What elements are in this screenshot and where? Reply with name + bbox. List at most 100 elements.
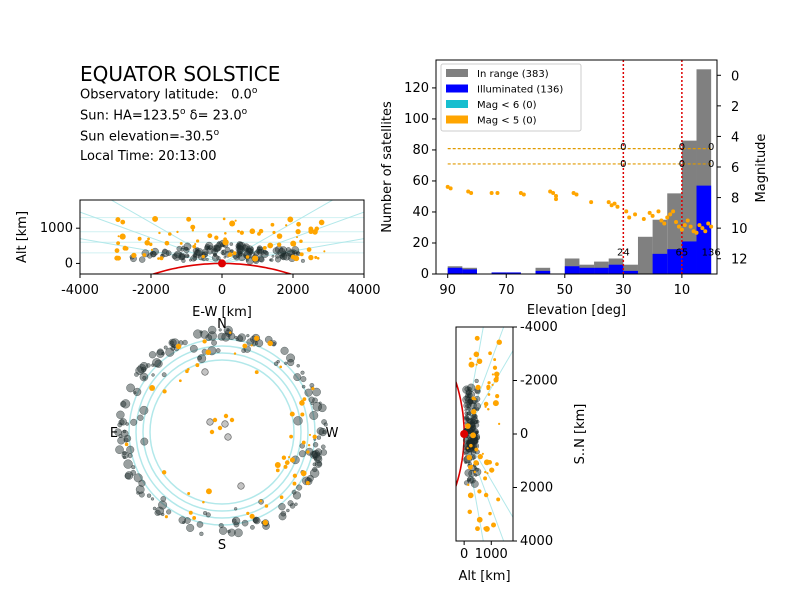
sky-satellite-point <box>154 359 163 368</box>
count-annotation: 65 <box>676 247 689 258</box>
sky-illuminated-point <box>124 442 129 447</box>
sky-illuminated-point <box>300 412 305 417</box>
ew-satellite-point <box>151 247 159 256</box>
sky-satellite-point <box>118 419 125 426</box>
sky-satellite-point <box>165 347 175 357</box>
ew-ytick-label: 1000 <box>40 221 73 236</box>
legend-entry: In range (383) <box>477 69 549 80</box>
magnitude-point <box>709 224 714 229</box>
ew-ylabel: Alt [km] <box>15 211 30 263</box>
ew-satellite-point <box>213 243 222 252</box>
sn-illuminated-point <box>468 465 473 470</box>
ew-illuminated-point <box>232 251 237 256</box>
sky-illuminated-point <box>249 513 255 519</box>
sky-satellite-point <box>318 401 322 405</box>
sn-illuminated-point <box>486 472 489 475</box>
sn-illuminated-point <box>495 462 499 466</box>
sky-satellite-point <box>312 401 323 412</box>
sn-illuminated-point <box>495 394 500 399</box>
sn-satellite-point <box>467 398 474 405</box>
ew-illuminated-point <box>214 235 219 240</box>
magnitude-point <box>554 194 559 199</box>
legend-entry: Illuminated (136) <box>477 85 563 96</box>
sn-satellite-point <box>466 411 472 416</box>
ew-satellite-point <box>171 253 178 260</box>
ew-satellite-point <box>279 252 288 261</box>
sky-satellite-point <box>218 522 224 529</box>
sky-satellite-point <box>156 349 165 358</box>
sn-illuminated-point <box>474 335 480 341</box>
sky-satellite-point <box>224 433 232 441</box>
sky-satellite-point <box>124 472 132 480</box>
count-annotation: 0 <box>679 142 685 153</box>
ew-illuminated-point <box>201 254 205 259</box>
ew-guide-line <box>221 211 364 264</box>
histogram-ytick-label: 80 <box>412 143 429 158</box>
sn-satellite-point <box>475 419 480 424</box>
histogram-xtick-label: 30 <box>615 283 632 298</box>
illuminated-bar <box>506 272 521 274</box>
histogram-ytick-label: 20 <box>412 236 429 251</box>
ew-illuminated-point <box>159 256 164 261</box>
magnitude-point <box>495 190 500 195</box>
sky-illuminated-point <box>149 385 156 391</box>
ew-ytick-label: 0 <box>65 256 73 271</box>
sky-satellite-point <box>133 473 143 483</box>
sky-illuminated-point <box>254 370 259 375</box>
ew-illuminated-point <box>137 236 142 241</box>
sn-illuminated-point <box>476 358 483 365</box>
sky-satellite-point <box>141 366 147 373</box>
sun-position: Sun: HA=123.5o δ= 23.0o <box>80 107 248 124</box>
sky-satellite-point <box>161 372 167 378</box>
sky-illuminated-point <box>289 457 295 463</box>
magnitude-tick-label: 12 <box>731 253 748 268</box>
sky-satellite-point <box>221 420 229 428</box>
sky-satellite-point <box>312 442 319 448</box>
magnitude-point <box>627 215 632 220</box>
magnitude-point <box>706 221 711 226</box>
sn-illuminated-point <box>484 470 487 474</box>
sky-illuminated-point <box>202 500 205 504</box>
ew-illuminated-point <box>249 228 256 235</box>
ew-illuminated-point <box>272 230 276 235</box>
magnitude-point <box>448 186 453 191</box>
sky-satellite-point <box>226 328 230 332</box>
sn-satellite-point <box>470 413 478 421</box>
sn-illuminated-point <box>493 377 499 383</box>
sky-illuminated-point <box>178 379 182 383</box>
illuminated-bar <box>564 266 580 274</box>
magnitude-point <box>685 218 690 223</box>
ew-illuminated-point <box>262 245 267 250</box>
sky-satellite-point <box>323 422 328 427</box>
east-label: E <box>110 426 118 441</box>
ew-illuminated-point <box>299 252 304 257</box>
sky-satellite-point <box>139 372 149 382</box>
count-annotation: 0 <box>708 159 714 170</box>
sn-illuminated-point <box>466 447 469 450</box>
sn-xtick-label: 0 <box>460 547 468 562</box>
sn-illuminated-point <box>464 423 471 429</box>
sky-illuminated-point <box>264 504 269 508</box>
sky-satellite-point <box>252 516 260 524</box>
illuminated-bar <box>447 267 463 274</box>
page-title: EQUATOR SOLSTICE <box>80 62 281 86</box>
magnitude-point <box>489 190 494 195</box>
sky-satellite-point <box>273 361 279 366</box>
illuminated-bar <box>652 253 668 274</box>
magnitude-point <box>676 224 681 229</box>
sky-illuminated-point <box>185 369 189 374</box>
sky-satellite-point <box>298 450 307 458</box>
sn-xtick-label: 1000 <box>475 547 508 562</box>
sky-illuminated-point <box>202 339 207 344</box>
sky-satellite-point <box>119 418 127 426</box>
sn-satellite-point <box>464 461 468 465</box>
ew-satellite-point <box>216 241 223 248</box>
sky-illuminated-point <box>299 400 305 406</box>
sky-satellite-point <box>316 461 322 467</box>
sky-satellite-point <box>300 376 307 383</box>
sky-satellite-point <box>233 521 240 528</box>
sky-satellite-point <box>233 507 238 511</box>
sky-satellite-point <box>123 434 132 443</box>
sn-satellite-point <box>474 473 478 477</box>
